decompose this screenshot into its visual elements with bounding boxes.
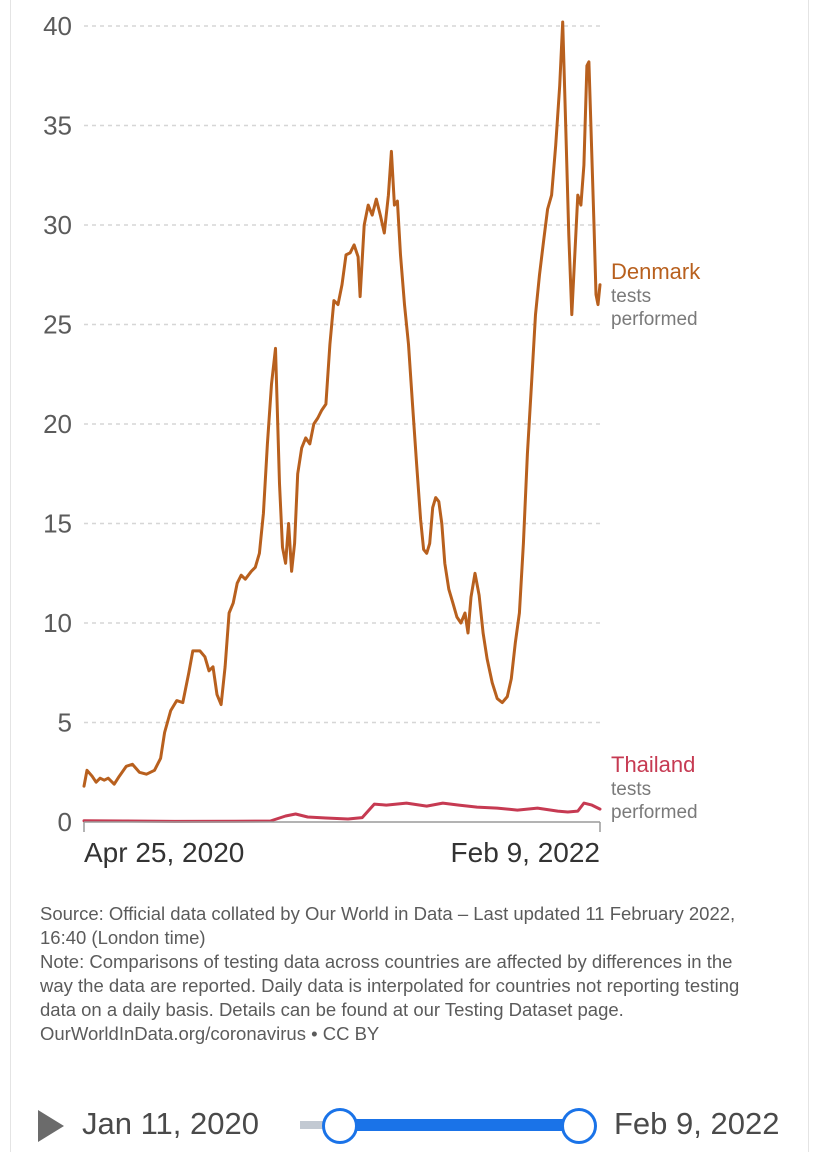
timeline-end-label: Feb 9, 2022 <box>614 1106 780 1141</box>
play-icon[interactable] <box>38 1110 64 1142</box>
series-label-denmark: Denmark <box>611 259 701 284</box>
y-tick-label-0: 0 <box>58 807 72 837</box>
right-border <box>808 0 809 1152</box>
y-tick-label-25: 25 <box>43 310 72 340</box>
y-tick-label-15: 15 <box>43 509 72 539</box>
line-chart: 0 5 10 15 20 25 30 35 40 Apr 25, 2020 Feb 9, 2022… <box>43 11 701 868</box>
series-label-thailand: Thailand <box>611 752 695 777</box>
left-border <box>10 0 11 1152</box>
attribution-link[interactable]: OurWorldInData.org/coronavirus • CC BY <box>40 1023 380 1044</box>
series-line-thailand <box>82 801 602 823</box>
timeline-end-handle[interactable] <box>561 1108 597 1144</box>
timeline-start-label: Jan 11, 2020 <box>82 1106 259 1141</box>
series-sublabel-denmark: tests performed <box>611 286 698 330</box>
series-layer <box>82 20 602 823</box>
source-text: Source: Official data collated by Our Wo… <box>40 903 736 948</box>
y-tick-label-35: 35 <box>43 111 72 141</box>
x-tick-label-start: Apr 25, 2020 <box>84 837 244 868</box>
timeline-control: Jan 11, 2020 Feb 9, 2022 <box>0 1098 819 1152</box>
timeline-selected-range[interactable] <box>338 1119 578 1131</box>
y-axis-ticks: 0 5 10 15 20 25 30 35 40 <box>43 11 72 837</box>
x-axis: Apr 25, 2020 Feb 9, 2022 <box>83 821 601 868</box>
x-tick-label-end: Feb 9, 2022 <box>451 837 600 868</box>
y-tick-label-10: 10 <box>43 608 72 638</box>
y-tick-label-40: 40 <box>43 11 72 41</box>
y-tick-label-20: 20 <box>43 409 72 439</box>
series-sublabel-thailand: tests performed <box>611 779 698 823</box>
timeline-start-handle[interactable] <box>322 1108 358 1144</box>
y-tick-label-5: 5 <box>58 708 72 738</box>
series-line-denmark <box>82 20 602 788</box>
y-tick-label-30: 30 <box>43 210 72 240</box>
timeline-track[interactable] <box>300 1121 340 1129</box>
grid-layer <box>84 25 600 724</box>
note-text: Note: Comparisons of testing data across… <box>40 951 740 1020</box>
chart-footer: Source: Official data collated by Our Wo… <box>40 902 740 1046</box>
